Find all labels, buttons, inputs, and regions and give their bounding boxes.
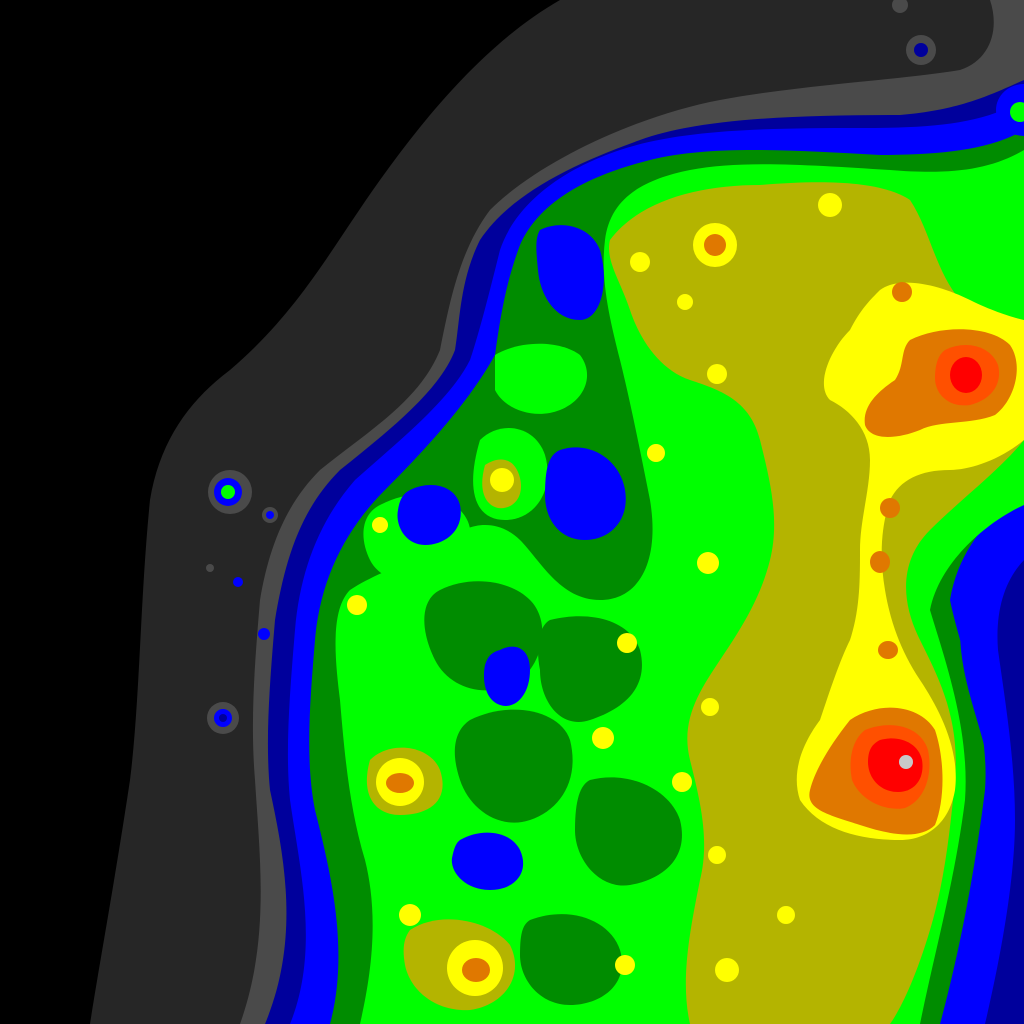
contour-level-8-spot	[672, 772, 692, 792]
contour-inner-darkgreen-2	[538, 616, 642, 722]
contour-level-8-spot	[615, 955, 635, 975]
contour-level-8-spot	[777, 906, 795, 924]
contour-ne-island-blue	[996, 84, 1024, 136]
contour-blue-hole-2	[545, 447, 626, 540]
contour-level-8-spot	[697, 552, 719, 574]
contour-level-9-spot	[878, 641, 898, 659]
contour-level-9-spot	[892, 282, 912, 302]
contour-level-8-spot	[708, 846, 726, 864]
contour-islet	[219, 714, 227, 722]
contour-level-11-southeast	[868, 738, 923, 792]
contour-level-9-spot	[880, 498, 900, 518]
contour-level-8-east	[796, 282, 1024, 840]
contour-blue-hole-3	[397, 485, 461, 545]
contour-level-8-spot	[715, 958, 739, 982]
contour-level-12-peak-ne	[960, 370, 972, 382]
contour-blue-hole-1	[536, 225, 604, 320]
contour-islet	[258, 628, 270, 640]
contour-islet	[206, 564, 214, 572]
contour-level-8-spot	[592, 727, 614, 749]
contour-level-8-spot	[630, 252, 650, 272]
contour-inner-darkgreen-5	[520, 914, 622, 1005]
contour-east-darkblue	[985, 560, 1024, 1024]
contour-level-9-spot	[386, 773, 414, 793]
contour-islet	[233, 577, 243, 587]
contour-level-8-spot	[617, 633, 637, 653]
contour-level-9-spot	[704, 234, 726, 256]
contour-inner-darkgreen-3	[454, 709, 573, 823]
contour-islet	[892, 0, 908, 13]
contour-islet	[266, 511, 274, 519]
contour-level-8-spot	[490, 468, 514, 492]
contour-level-9-spot	[462, 958, 490, 982]
contour-level-8-spot	[818, 193, 842, 217]
contour-level-12-peak	[899, 755, 913, 769]
contour-level-8-spot	[372, 517, 388, 533]
contour-level-8-spot	[677, 294, 693, 310]
contour-ne-island-green	[1010, 102, 1024, 122]
contour-inner-darkgreen-4	[575, 777, 682, 886]
contour-level-8-spot	[707, 364, 727, 384]
contour-islet	[914, 43, 928, 57]
contour-islet	[221, 485, 235, 499]
contour-level-8-spot	[399, 904, 421, 926]
contour-west-green-3	[495, 343, 588, 414]
contour-blue-hole-4	[451, 832, 524, 890]
contour-level-8-spot	[701, 698, 719, 716]
contour-level-9-spot	[870, 551, 890, 573]
contour-level-8-spot	[647, 444, 665, 462]
contour-level-8-spot	[347, 595, 367, 615]
contour-blue-hole-5	[483, 646, 530, 706]
